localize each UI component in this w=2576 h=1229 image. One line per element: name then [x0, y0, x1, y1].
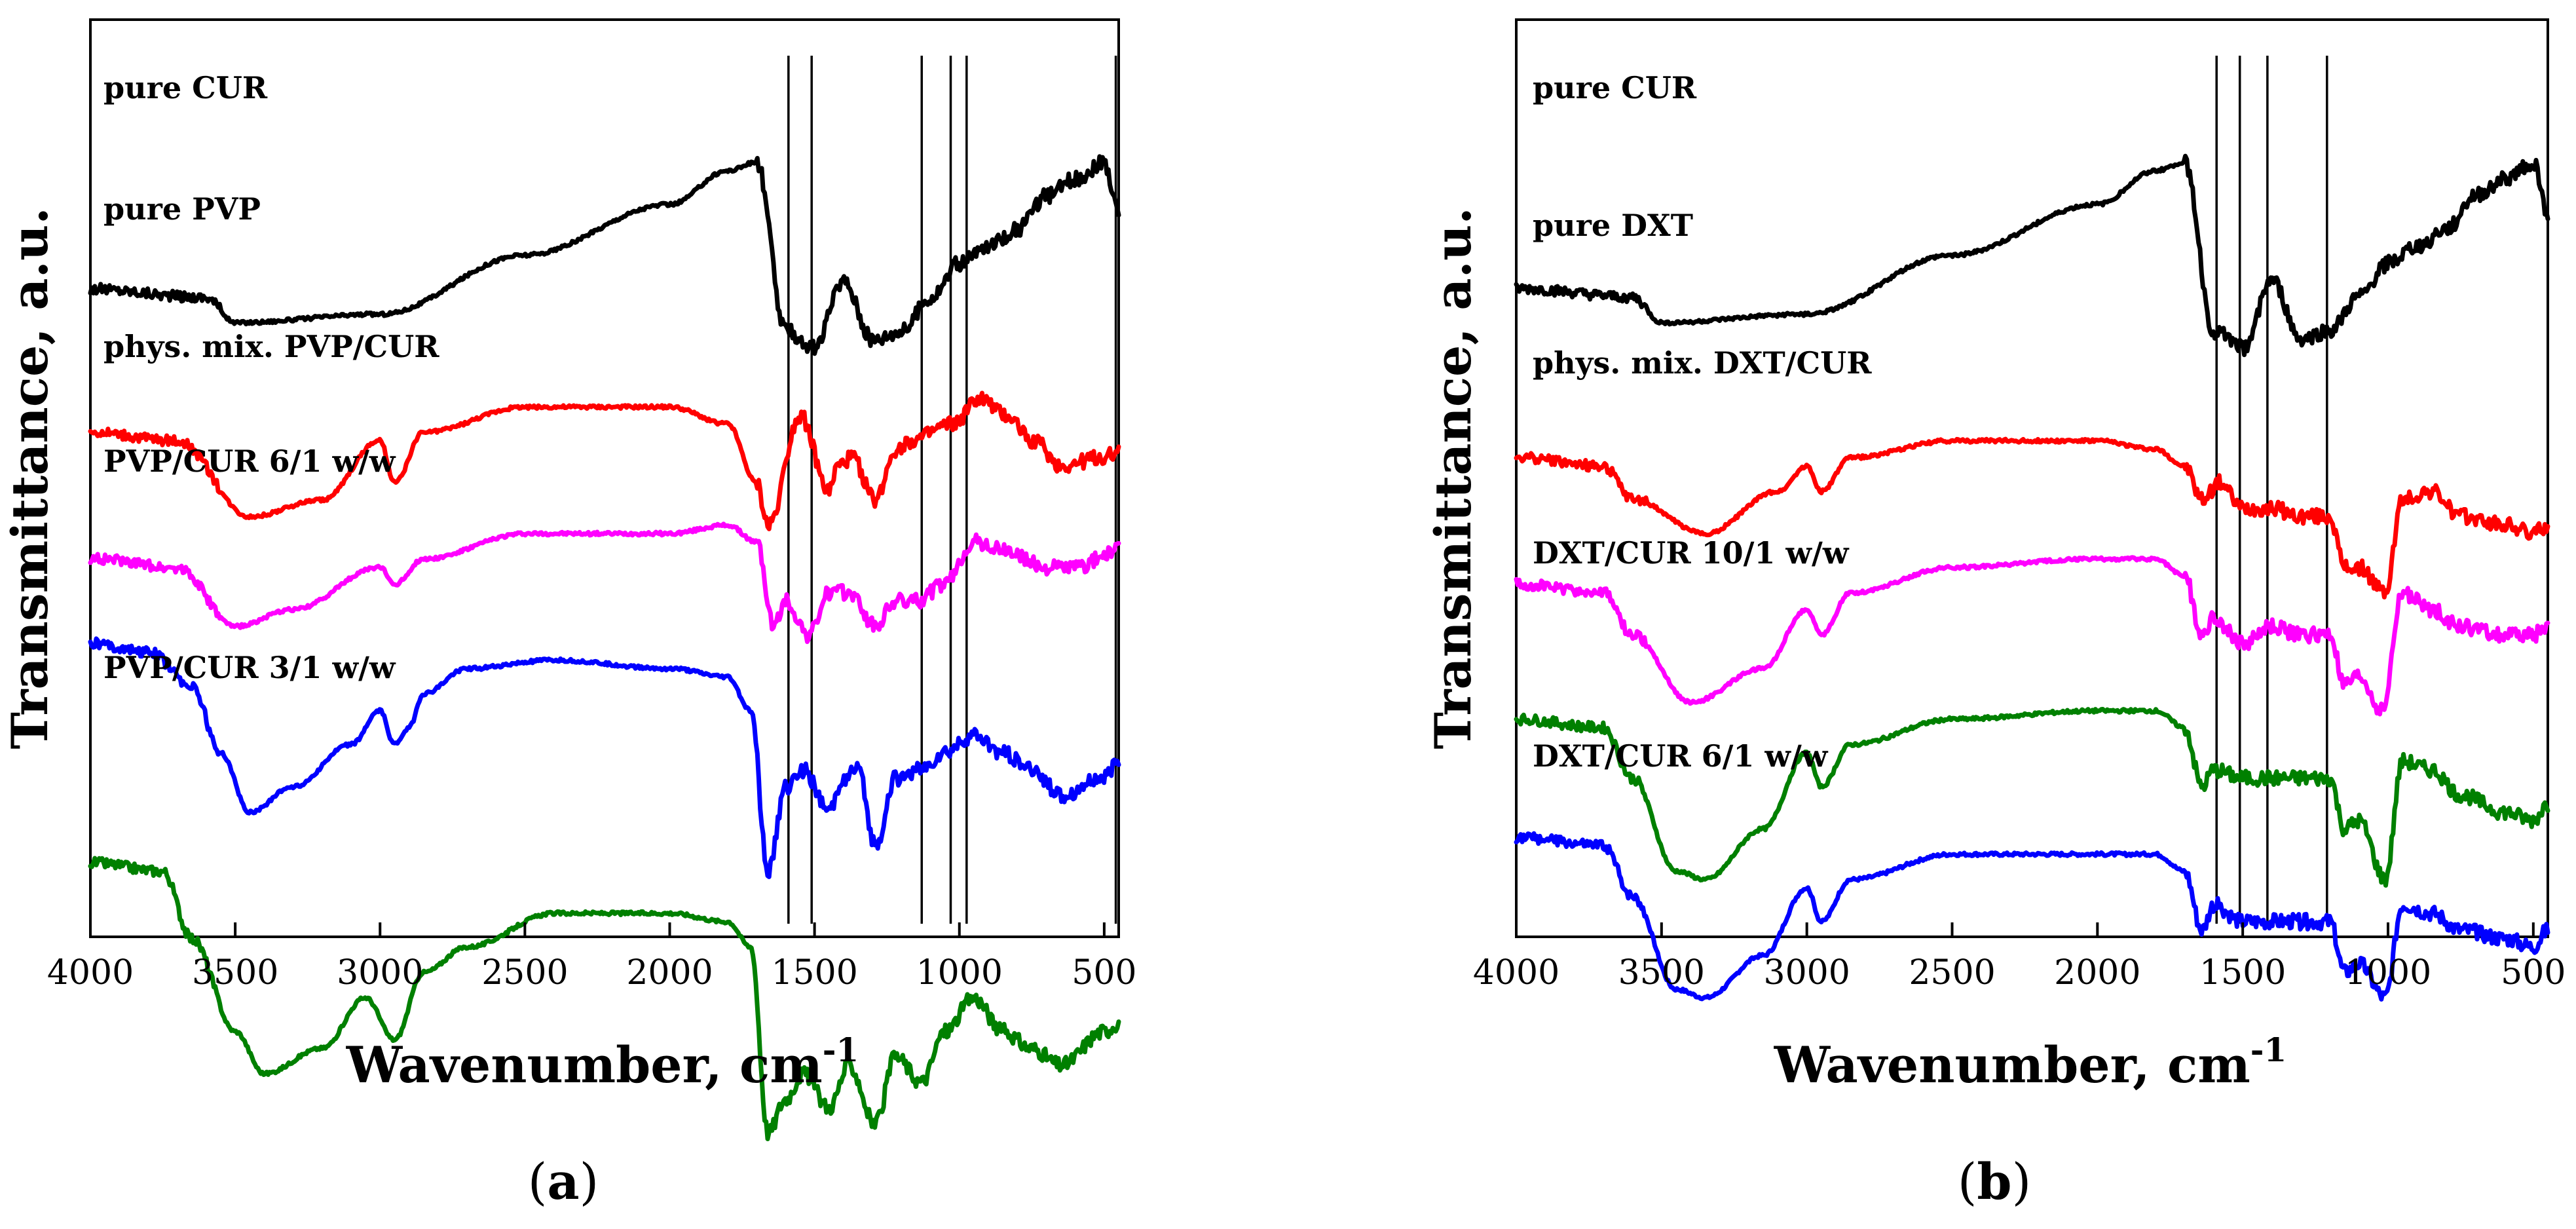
panel-a-frame — [89, 18, 1120, 938]
panel-b-caption: (b) — [1958, 1152, 2031, 1211]
spectrum-pure-pvp — [88, 390, 1121, 531]
panel-a-caption: (a) — [528, 1152, 599, 1211]
x-tick-label: 3000 — [337, 953, 423, 993]
x-tick-label: 1000 — [2345, 953, 2431, 993]
spectrum-pure-cur — [1514, 153, 2550, 358]
x-tick-label: 1000 — [916, 953, 1003, 993]
x-tick-label: 2500 — [481, 953, 568, 993]
trace-label: pure CUR — [1533, 70, 1697, 105]
panel-b-x-axis-label-text: Wavenumber, cm — [1774, 1036, 2250, 1094]
panel-a-x-ticks: 4000 3500 3000 2500 2000 1500 1000 500 — [47, 922, 1137, 993]
x-tick-label: 3500 — [1618, 953, 1705, 993]
trace-label: phys. mix. PVP/CUR — [103, 329, 439, 364]
x-tick-label: 3000 — [1763, 953, 1850, 993]
trace-label: PVP/CUR 6/1 w/w — [103, 444, 396, 479]
x-tick-label: 2500 — [1909, 953, 1995, 993]
panel-a-caption-letter: a — [547, 1152, 579, 1211]
trace-label: DXT/CUR 6/1 w/w — [1533, 738, 1829, 774]
trace-label: PVP/CUR 3/1 w/w — [103, 650, 396, 685]
spectrum-pvp-cur-3-1-w-w — [88, 856, 1121, 1141]
panel-a-x-axis-label: Wavenumber, cm-1 — [346, 1030, 859, 1094]
panel-b-caption-letter: b — [1977, 1152, 2011, 1211]
spectrum-pvp-cur-6-1-w-w — [88, 636, 1121, 879]
trace-label: DXT/CUR 10/1 w/w — [1533, 535, 1850, 571]
panel-b-y-axis-label: Transmittance, a.u. — [1424, 207, 1482, 749]
spectrum-dxt-cur-10-1-w-w — [1514, 707, 2550, 888]
panel-b-frame — [1515, 18, 2549, 938]
panel-b-traces — [1514, 153, 2550, 1002]
panel-b-x-axis-label: Wavenumber, cm-1 — [1774, 1030, 2287, 1094]
trace-label: pure DXT — [1533, 208, 1693, 243]
spectrum-pure-dxt — [1514, 436, 2550, 599]
x-tick-label: 2000 — [626, 953, 713, 993]
panel-a-x-axis-superscript: -1 — [823, 1030, 859, 1069]
panel-a-traces — [88, 154, 1121, 1141]
x-tick-label: 500 — [1072, 953, 1136, 993]
x-tick-label: 4000 — [47, 953, 134, 993]
spectrum-dxt-cur-6-1-w-w — [1514, 831, 2550, 1002]
x-tick-label: 1500 — [2199, 953, 2286, 993]
x-tick-label: 1500 — [771, 953, 857, 993]
panel-a-y-axis-label: Transmittance, a.u. — [1, 207, 59, 749]
x-tick-label: 500 — [2501, 953, 2566, 993]
panel-b-x-ticks: 4000 3500 3000 2500 2000 1500 1000 500 — [1473, 922, 2566, 993]
x-tick-label: 2000 — [2054, 953, 2140, 993]
trace-label: pure PVP — [103, 191, 261, 227]
spectrum-phys-mix-dxt-cur — [1514, 555, 2550, 717]
spectrum-pure-cur — [88, 154, 1121, 356]
trace-label: pure CUR — [103, 70, 268, 105]
panel-b-trace-labels: pure CUR pure DXT phys. mix. DXT/CUR DXT/CU… — [1533, 70, 1872, 774]
panel-b: 4000 3500 3000 2500 2000 1500 1000 500 pure CUR… — [1424, 18, 2566, 1211]
panel-a: 4000 3500 3000 2500 2000 1500 1000 500 pure CUR… — [1, 18, 1137, 1211]
panel-a-x-axis-label-text: Wavenumber, cm — [346, 1036, 823, 1094]
x-tick-label: 4000 — [1473, 953, 1559, 993]
trace-label: phys. mix. DXT/CUR — [1533, 345, 1872, 381]
x-tick-label: 3500 — [192, 953, 278, 993]
spectrum-phys-mix-pvp-cur — [88, 521, 1121, 645]
panel-b-x-axis-superscript: -1 — [2250, 1030, 2287, 1069]
panel-a-trace-labels: pure CUR pure PVP phys. mix. PVP/CUR PVP/CU… — [103, 70, 439, 685]
